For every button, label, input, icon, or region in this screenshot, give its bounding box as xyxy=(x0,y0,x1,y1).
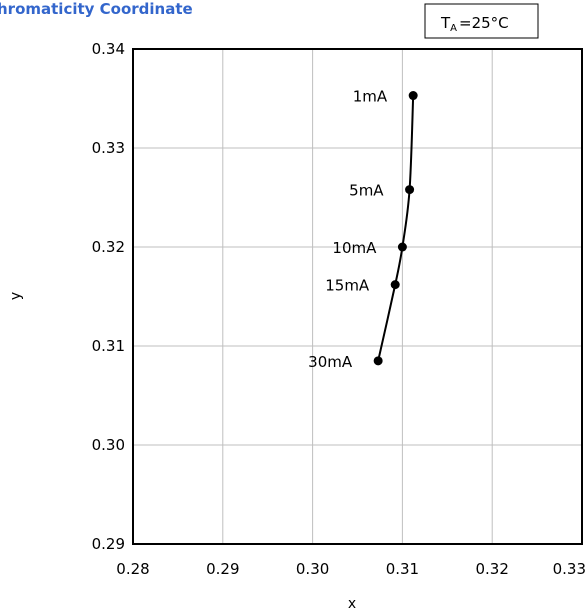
y-tick-label-1: 0.33 xyxy=(92,139,125,157)
x-axis-label: x xyxy=(348,596,356,612)
y-tick-label-5: 0.29 xyxy=(92,535,125,553)
grid xyxy=(133,49,582,544)
x-tick-label-4: 0.32 xyxy=(475,560,508,578)
condition-value: =25°C xyxy=(459,14,509,32)
data-point-2 xyxy=(397,242,407,252)
series-layer: 1mA 5mA 10mA 15mA 30mA xyxy=(308,88,418,371)
plot-frame xyxy=(132,48,583,545)
data-point-4 xyxy=(373,356,383,366)
chart-title: Chromaticity Coordinate xyxy=(0,0,193,18)
y-tick-label-4: 0.30 xyxy=(92,436,125,454)
data-point-3 xyxy=(390,280,400,290)
condition-symbol: T xyxy=(440,14,451,32)
condition-box: TA =25°C xyxy=(424,3,539,39)
series-line-0 xyxy=(377,95,415,362)
y-tick-label-3: 0.31 xyxy=(92,337,125,355)
x-tick-labels: 0.28 0.29 0.30 0.31 0.32 0.33 xyxy=(116,560,586,578)
data-point-label-3: 15mA xyxy=(325,277,370,295)
data-point-label-0: 1mA xyxy=(353,88,388,106)
x-tick-label-3: 0.31 xyxy=(386,560,419,578)
x-tick-label-2: 0.30 xyxy=(296,560,329,578)
data-point-0 xyxy=(408,91,418,101)
data-point-label-4: 30mA xyxy=(308,353,353,371)
condition-subscript: A xyxy=(450,23,457,34)
y-tick-label-2: 0.32 xyxy=(92,238,125,256)
y-tick-label-0: 0.34 xyxy=(92,40,125,58)
condition-label: TA =25°C xyxy=(440,14,509,34)
x-tick-label-0: 0.28 xyxy=(116,560,149,578)
data-point-label-1: 5mA xyxy=(349,182,384,200)
data-point-1 xyxy=(405,185,415,195)
x-tick-label-1: 0.29 xyxy=(206,560,239,578)
data-point-label-2: 10mA xyxy=(332,239,377,257)
y-axis-label: y xyxy=(8,292,24,300)
x-tick-label-5: 0.33 xyxy=(553,560,586,578)
y-tick-labels: 0.34 0.33 0.32 0.31 0.30 0.29 xyxy=(92,40,125,553)
